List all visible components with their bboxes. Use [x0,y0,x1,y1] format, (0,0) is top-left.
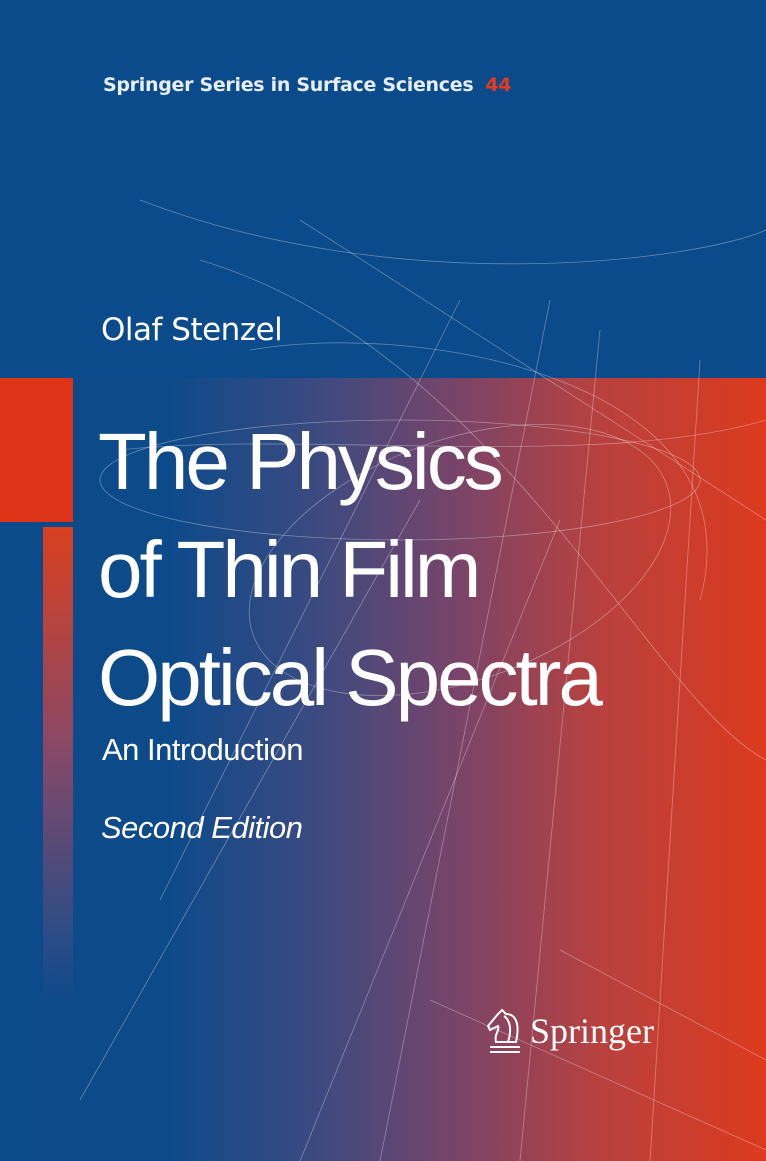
knight-chess-piece-icon [486,1008,520,1053]
book-title: The Physics of Thin Film Optical Spectra [98,408,603,732]
red-block [0,378,73,522]
title-line: The Physics [98,417,504,506]
subtitle: An Introduction [102,732,304,767]
gradient-background [0,378,766,1161]
title-line: Optical Spectra [98,633,603,722]
author: Olaf Stenzel [101,312,283,348]
title-line: of Thin Film [98,525,481,614]
publisher-name: Springer [530,1011,654,1051]
series-title: Springer Series in Surface Sciences [103,74,474,96]
publisher-logo: Springer [486,1008,654,1054]
series-name: Springer Series in Surface Sciences 44 [103,74,512,96]
edition: Second Edition [101,810,303,845]
series-number: 44 [485,74,512,96]
red-bar [43,527,73,1007]
